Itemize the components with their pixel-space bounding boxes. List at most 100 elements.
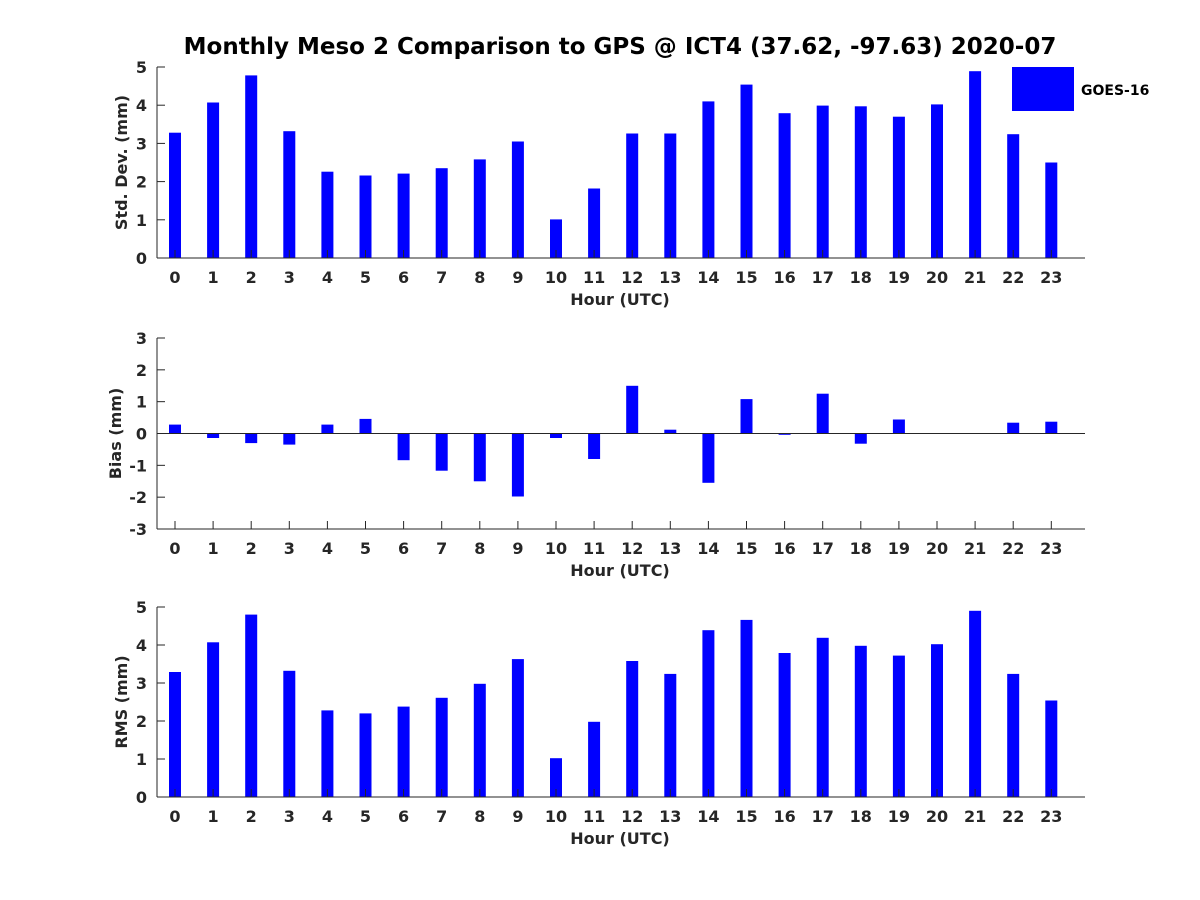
bar-hour-7 [435,433,448,471]
bar-hour-2 [245,614,258,797]
bar-hour-9 [511,659,524,797]
x-tick-label: 1 [208,268,219,287]
x-tick-label: 15 [735,539,757,558]
x-tick-label: 3 [284,268,295,287]
x-tick-label: 7 [436,268,447,287]
x-tick-label: 16 [773,539,795,558]
x-tick-label: 22 [1002,539,1024,558]
bar-hour-7 [435,168,448,258]
y-tick-label: 0 [136,249,147,268]
bar-hour-6 [397,173,410,258]
bar-hour-18 [854,433,867,444]
x-tick-label: 14 [697,268,719,287]
bar-hour-18 [854,645,867,797]
x-tick-label: 4 [322,807,333,826]
x-tick-label: 5 [360,807,371,826]
bar-hour-13 [664,429,677,434]
bar-hour-2 [245,75,258,259]
y-axis-label: Std. Dev. (mm) [112,95,131,230]
x-tick-label: 18 [850,807,872,826]
x-axis-label: Hour (UTC) [570,829,670,848]
bar-hour-8 [473,683,486,797]
x-axis-label: Hour (UTC) [570,561,670,580]
x-tick-label: 22 [1002,807,1024,826]
y-tick-label: 3 [136,134,147,153]
y-tick-label: 1 [136,393,147,412]
x-tick-label: 21 [964,539,986,558]
bar-hour-6 [397,433,410,461]
bar-hour-17 [816,393,829,434]
x-tick-label: 19 [888,268,910,287]
bar-hour-15 [740,399,753,434]
bar-hour-11 [588,721,601,797]
bar-hour-8 [473,433,486,482]
x-tick-label: 7 [436,539,447,558]
x-tick-label: 10 [545,807,567,826]
bar-hour-6 [397,706,410,797]
x-tick-label: 19 [888,539,910,558]
x-tick-label: 13 [659,539,681,558]
x-tick-label: 6 [398,539,409,558]
x-tick-label: 17 [812,807,834,826]
bar-hour-10 [550,433,562,438]
x-tick-label: 8 [474,807,485,826]
bar-hour-7 [435,697,448,797]
x-tick-label: 19 [888,807,910,826]
bar-hour-18 [854,106,867,258]
chart-title: Monthly Meso 2 Comparison to GPS @ ICT4 … [184,34,1057,60]
x-tick-label: 9 [512,268,523,287]
y-tick-label: 2 [136,361,147,380]
bar-hour-12 [626,133,639,258]
x-tick-label: 21 [964,807,986,826]
bar-hour-4 [321,171,334,258]
y-tick-label: 2 [136,173,147,192]
bar-hour-10 [550,758,562,797]
x-tick-label: 17 [812,268,834,287]
x-tick-label: 4 [322,539,333,558]
legend-label: GOES-16 [1081,83,1149,99]
bar-hour-10 [550,219,562,258]
bar-hour-3 [283,433,296,445]
bar-hour-5 [359,418,372,434]
bar-hour-1 [207,642,220,797]
y-tick-label: 0 [136,425,147,444]
y-tick-label: 3 [136,329,147,348]
bar-hour-0 [169,672,181,797]
x-tick-label: 6 [398,807,409,826]
bar-hour-13 [664,133,677,258]
y-tick-label: 5 [136,598,147,617]
bar-hour-16 [778,113,791,258]
y-tick-label: -2 [129,488,147,507]
y-axis-label: Bias (mm) [106,388,125,480]
y-tick-label: 1 [136,750,147,769]
bar-hour-23 [1045,421,1058,434]
bar-hour-9 [511,141,524,258]
y-tick-label: 0 [136,788,147,807]
x-tick-label: 20 [926,807,948,826]
bar-hour-22 [1007,134,1020,258]
x-tick-label: 5 [360,268,371,287]
bar-hour-21 [969,71,982,258]
bar-hour-17 [816,637,829,797]
x-tick-label: 23 [1040,268,1062,287]
x-tick-label: 20 [926,268,948,287]
y-axis-label: RMS (mm) [112,655,131,748]
y-tick-label: 4 [136,96,147,115]
bar-hour-22 [1007,673,1020,797]
bar-hour-8 [473,159,486,258]
x-tick-label: 16 [773,807,795,826]
bar-hour-11 [588,433,601,459]
bar-hour-5 [359,713,372,797]
bar-hour-23 [1045,162,1058,258]
x-tick-label: 1 [208,539,219,558]
y-tick-label: 1 [136,211,147,230]
bar-hour-16 [778,433,791,435]
bar-hour-21 [969,610,982,797]
bar-hour-14 [702,630,715,797]
y-tick-label: -1 [129,456,147,475]
x-tick-label: 0 [169,539,180,558]
bar-hour-22 [1007,422,1020,434]
x-tick-label: 8 [474,268,485,287]
